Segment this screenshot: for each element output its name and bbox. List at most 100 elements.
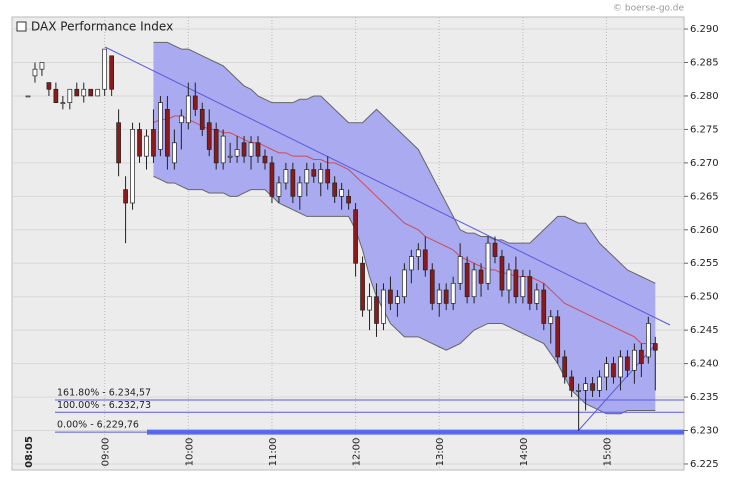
- candle-body: [262, 155, 268, 164]
- candle-body: [422, 249, 428, 271]
- candle-body: [116, 122, 121, 164]
- candle-body: [137, 129, 142, 157]
- title-box: [16, 21, 27, 32]
- candle-body: [172, 142, 177, 164]
- candle-body: [178, 115, 184, 124]
- chart-title: DAX Performance Index: [31, 20, 173, 34]
- candle-body: [304, 169, 310, 184]
- candle-body: [158, 102, 163, 150]
- y-tick-label: 6.260: [690, 225, 719, 236]
- candle-body: [206, 122, 212, 150]
- fib-label: 0.00% - 6.229,76: [57, 420, 139, 431]
- x-tick-label: 13:00: [435, 438, 446, 467]
- candle-body: [576, 390, 581, 392]
- candle-body: [144, 135, 149, 157]
- candle-body: [234, 149, 240, 157]
- candle-body: [443, 289, 449, 304]
- x-tick-label: 12:00: [352, 438, 363, 467]
- candle-body: [283, 169, 289, 184]
- candle-body: [520, 276, 526, 298]
- candle-body: [541, 289, 547, 324]
- candle-body: [618, 356, 623, 378]
- candle-body: [415, 249, 421, 257]
- x-tick-label: 11:00: [268, 438, 279, 467]
- candle-body: [74, 88, 80, 97]
- candle-body: [457, 256, 463, 284]
- y-tick-label: 6.275: [690, 124, 719, 135]
- candle-body: [297, 182, 303, 197]
- band-area: [153, 42, 656, 414]
- y-tick-label: 6.280: [690, 91, 719, 102]
- candle-body: [81, 88, 87, 97]
- candle-body: [506, 269, 512, 291]
- candle-body: [548, 316, 554, 324]
- candle-body: [604, 363, 609, 378]
- fib-bar: [147, 429, 684, 435]
- candle-body: [569, 376, 575, 391]
- y-tick-label: 6.240: [690, 359, 719, 370]
- candle-body: [639, 349, 644, 364]
- candle-body: [590, 383, 595, 391]
- candle-body: [95, 88, 101, 97]
- candle-body: [513, 269, 519, 298]
- candle-body: [165, 108, 170, 157]
- candle-body: [527, 276, 533, 304]
- candle-body: [220, 135, 226, 164]
- candle-body: [652, 343, 658, 351]
- candle-body: [109, 55, 114, 90]
- candle-body: [353, 209, 358, 264]
- candle-body: [388, 289, 393, 304]
- x-tick-label: 15:00: [603, 438, 614, 467]
- trend-line: [104, 46, 671, 326]
- candle-body: [555, 316, 561, 358]
- candle-body: [199, 108, 205, 130]
- candle-body: [255, 142, 261, 157]
- candle-body: [562, 356, 568, 378]
- candle-body: [381, 289, 386, 324]
- candle-body: [492, 242, 498, 257]
- y-tick-label: 6.230: [690, 426, 719, 437]
- candle-body: [409, 256, 414, 271]
- x-tick-label: 09:00: [101, 438, 112, 467]
- fib-label: 161.80% - 6.234,57: [57, 387, 151, 398]
- candle-body: [625, 356, 630, 371]
- y-tick-label: 6.290: [690, 24, 719, 35]
- candle-body: [60, 102, 66, 104]
- candle-body: [67, 88, 73, 103]
- candle-body: [436, 289, 442, 304]
- candle-body: [248, 142, 254, 157]
- candle-body: [227, 155, 233, 158]
- candle-body: [241, 142, 247, 157]
- candle-body: [311, 169, 317, 177]
- candle-body: [213, 129, 219, 164]
- candle-body: [325, 169, 331, 184]
- candle-body: [46, 82, 52, 90]
- fib-label: 100.00% - 6.232,73: [57, 400, 151, 411]
- y-tick-label: 6.235: [690, 392, 719, 403]
- candle-body: [192, 95, 198, 110]
- candle-body: [185, 95, 191, 124]
- candle-body: [102, 48, 108, 90]
- y-tick-label: 6.255: [690, 258, 719, 269]
- candle-body: [597, 376, 602, 391]
- candle-body: [32, 68, 38, 77]
- candle-body: [402, 269, 407, 298]
- candle-body: [429, 269, 435, 304]
- candle-body: [332, 182, 338, 197]
- candle-body: [583, 383, 588, 391]
- candle-body: [471, 269, 477, 298]
- x-tick-label: 10:00: [184, 438, 195, 467]
- candle-body: [395, 296, 400, 304]
- candle-body: [367, 296, 372, 311]
- y-tick-label: 6.245: [690, 325, 719, 336]
- candle-body: [290, 169, 296, 197]
- candle-body: [485, 242, 491, 284]
- candle-body: [464, 262, 470, 298]
- band-upper: [153, 41, 656, 284]
- candle-body: [478, 269, 484, 284]
- candle-body: [130, 129, 135, 204]
- candle-body: [611, 363, 616, 378]
- candle-body: [450, 282, 456, 304]
